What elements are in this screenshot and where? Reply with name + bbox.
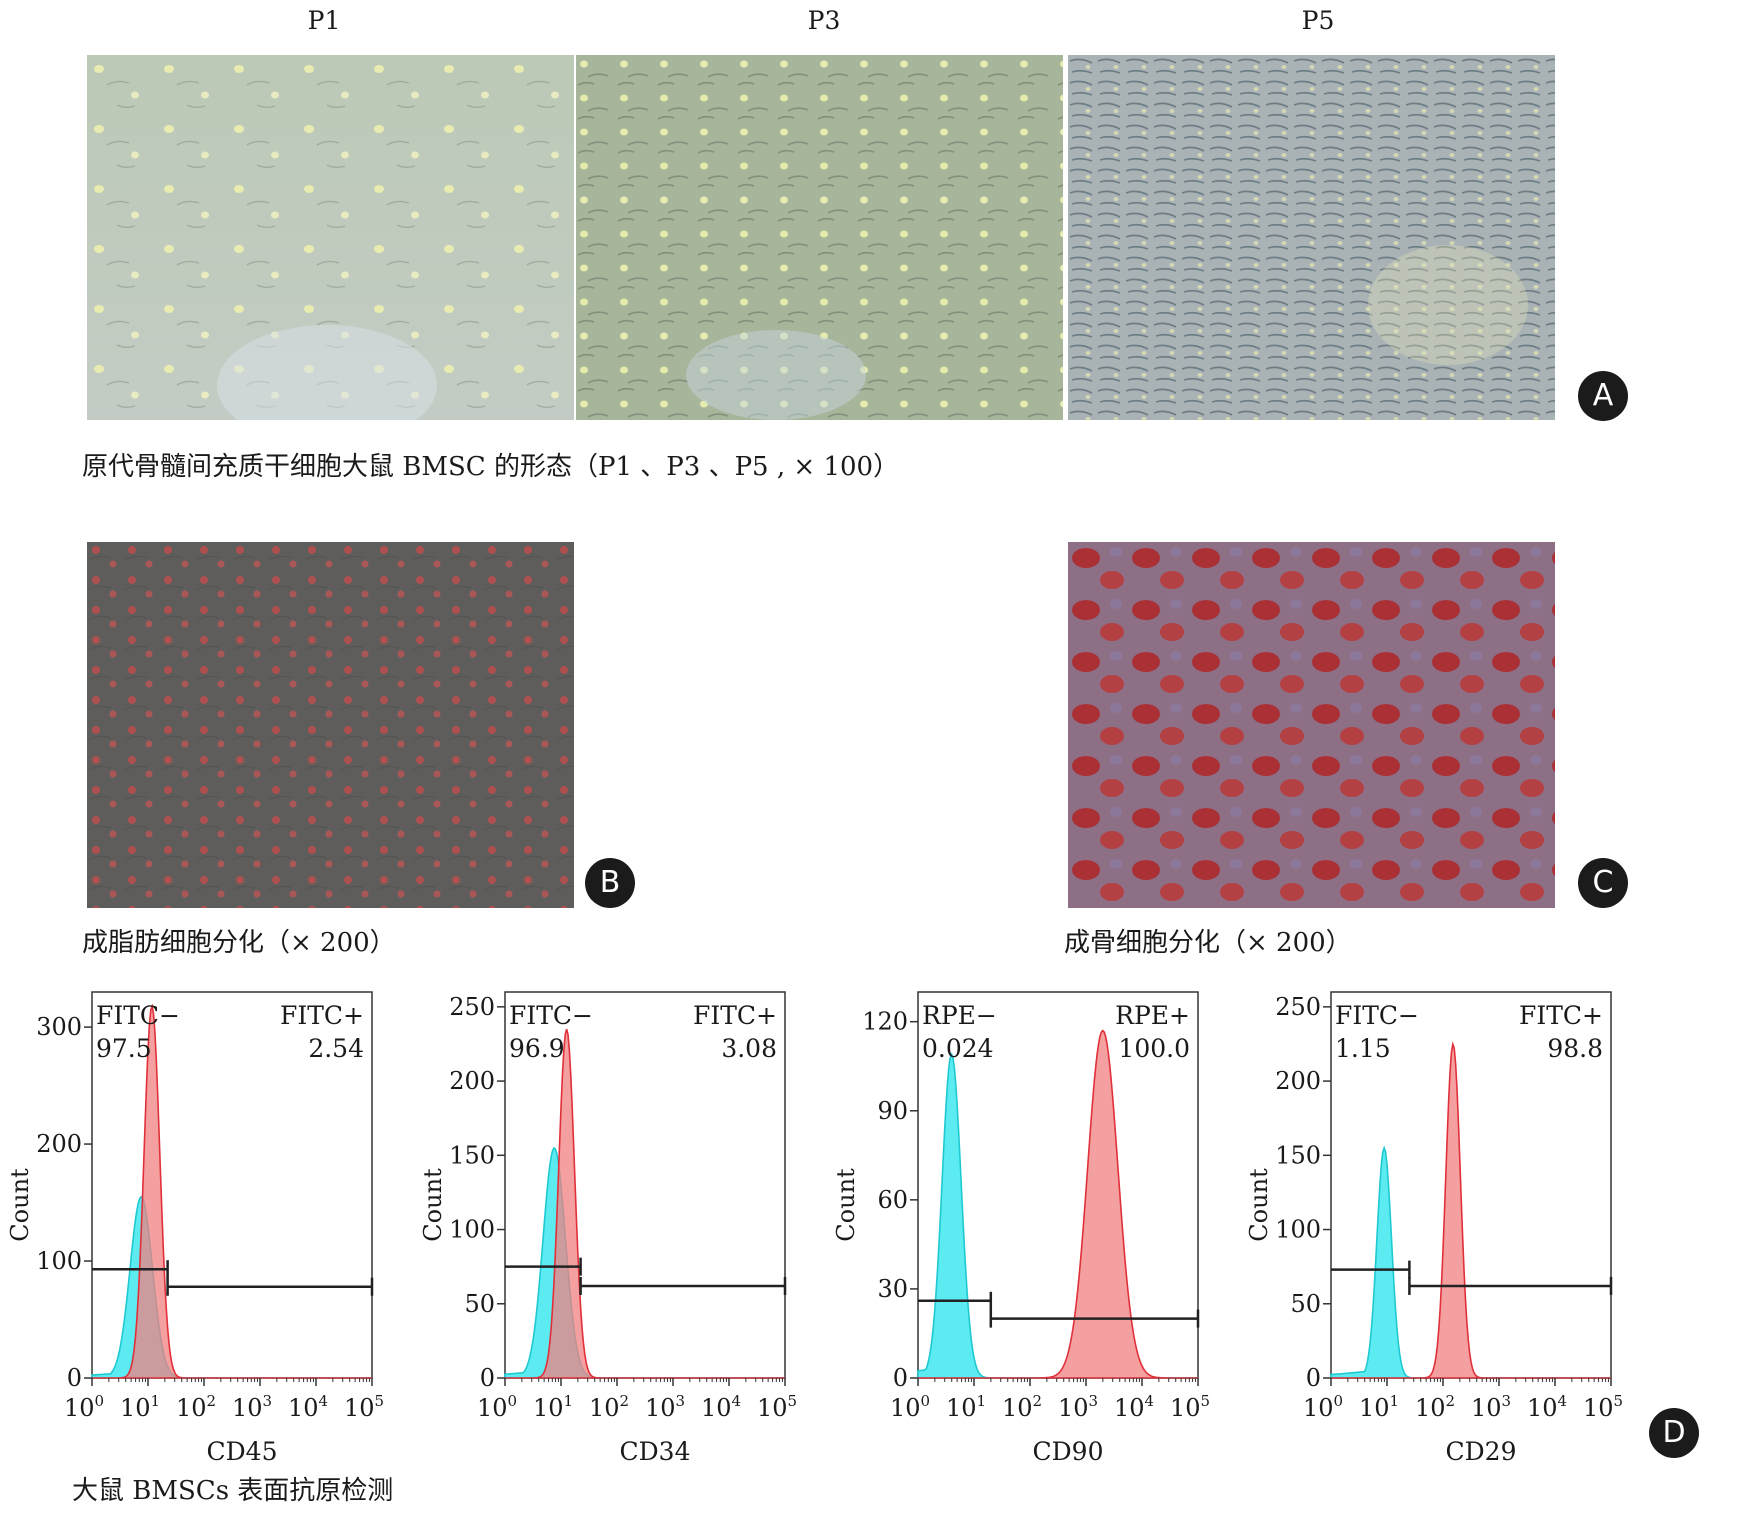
y-tick-label: 50 xyxy=(1290,1290,1321,1318)
y-tick-label: 120 xyxy=(862,1008,908,1036)
micrograph-p5 xyxy=(1068,55,1555,420)
y-tick-label: 250 xyxy=(449,993,495,1021)
y-tick-label: 150 xyxy=(449,1141,495,1169)
x-tick-label: 103 xyxy=(232,1392,272,1422)
gate-negative-label: FITC− xyxy=(1335,1001,1419,1030)
histogram-control xyxy=(917,1052,1198,1379)
gate-positive-label: FITC+ xyxy=(1519,1001,1603,1030)
y-tick-label: 300 xyxy=(36,1013,82,1041)
x-tick-label: 101 xyxy=(533,1392,573,1422)
x-tick-label: 104 xyxy=(1527,1392,1567,1422)
x-tick-label: 100 xyxy=(1303,1392,1343,1422)
x-tick-label: 100 xyxy=(890,1392,930,1422)
y-tick-label: 100 xyxy=(1275,1216,1321,1244)
y-tick-label: 250 xyxy=(1275,993,1321,1021)
micrograph-osteogenic xyxy=(1068,542,1555,908)
x-tick-label: 101 xyxy=(1359,1392,1399,1422)
gate-negative-label: FITC− xyxy=(96,1001,180,1030)
x-axis-label: CD45 xyxy=(207,1437,278,1466)
x-tick-label: 104 xyxy=(288,1392,328,1422)
gate-positive-value: 2.54 xyxy=(308,1034,364,1063)
y-tick-label: 0 xyxy=(1306,1364,1321,1392)
x-tick-label: 105 xyxy=(1170,1392,1210,1422)
x-axis-label: CD90 xyxy=(1033,1437,1104,1466)
x-tick-label: 105 xyxy=(757,1392,797,1422)
panel-badge-c: C xyxy=(1578,858,1628,908)
y-axis-label: Count xyxy=(6,1168,34,1242)
y-tick-label: 100 xyxy=(36,1247,82,1275)
panel-c-caption: 成骨细胞分化（× 200） xyxy=(1064,928,1352,958)
gate-positive-label: RPE+ xyxy=(1115,1001,1190,1030)
x-tick-label: 102 xyxy=(1415,1392,1455,1422)
panel-badge-a: A xyxy=(1578,371,1628,421)
x-tick-label: 104 xyxy=(701,1392,741,1422)
histogram-control xyxy=(504,1146,785,1379)
x-tick-label: 100 xyxy=(477,1392,517,1422)
x-axis-label: CD29 xyxy=(1446,1437,1517,1466)
x-tick-label: 105 xyxy=(1583,1392,1623,1422)
x-tick-label: 105 xyxy=(344,1392,384,1422)
x-tick-label: 100 xyxy=(64,1392,104,1422)
gate-negative-value: 96.9 xyxy=(509,1034,565,1063)
histogram-control xyxy=(1330,1145,1611,1379)
gate-positive-label: FITC+ xyxy=(280,1001,364,1030)
panel-b-caption: 成脂肪细胞分化（× 200） xyxy=(82,928,396,958)
x-tick-label: 104 xyxy=(1114,1392,1154,1422)
gate-positive-label: FITC+ xyxy=(693,1001,777,1030)
x-tick-label: 101 xyxy=(946,1392,986,1422)
column-label-p5: P5 xyxy=(1301,6,1335,35)
gate-negative-value: 0.024 xyxy=(922,1034,994,1063)
gate-negative-value: 97.5 xyxy=(96,1034,152,1063)
flow-histogram-cd45: FITC− 97.5 FITC+ 2.54 0 100 200 300 Count 100 101 1… xyxy=(0,980,390,1466)
panel-a-caption: 原代骨髓间充质干细胞大鼠 BMSC 的形态（P1 、P3 、P5 , × 100… xyxy=(82,452,900,482)
y-tick-label: 90 xyxy=(877,1097,908,1125)
y-tick-label: 0 xyxy=(893,1364,908,1392)
gate-positive-value: 3.08 xyxy=(721,1034,777,1063)
panel-d-caption: 大鼠 BMSCs 表面抗原检测 xyxy=(72,1476,394,1506)
y-tick-label: 0 xyxy=(480,1364,495,1392)
flow-histogram-cd29: FITC− 1.15 FITC+ 98.8 0 50 100 150 200 250 Count 10… xyxy=(1239,980,1629,1466)
x-tick-label: 102 xyxy=(176,1392,216,1422)
y-tick-label: 100 xyxy=(449,1216,495,1244)
y-axis-label: Count xyxy=(832,1168,860,1242)
gate-negative-value: 1.15 xyxy=(1335,1034,1391,1063)
y-tick-label: 200 xyxy=(1275,1067,1321,1095)
histogram-marker xyxy=(92,1003,372,1379)
column-label-p3: P3 xyxy=(807,6,841,35)
y-tick-label: 150 xyxy=(1275,1141,1321,1169)
x-tick-label: 103 xyxy=(1058,1392,1098,1422)
micrograph-adipogenic xyxy=(87,542,574,908)
y-tick-label: 200 xyxy=(36,1130,82,1158)
y-axis-label: Count xyxy=(1245,1168,1273,1242)
flow-histogram-cd90: RPE− 0.024 RPE+ 100.0 0 30 60 90 120 Count 100 101 1… xyxy=(826,980,1216,1466)
y-tick-label: 30 xyxy=(877,1275,908,1303)
micrograph-p3 xyxy=(576,55,1063,420)
x-axis-label: CD34 xyxy=(620,1437,691,1466)
y-axis-label: Count xyxy=(419,1168,447,1242)
histogram-marker xyxy=(505,1028,785,1379)
y-tick-label: 200 xyxy=(449,1067,495,1095)
panel-badge-b: B xyxy=(585,858,635,908)
x-tick-label: 102 xyxy=(1002,1392,1042,1422)
y-tick-label: 0 xyxy=(67,1364,82,1392)
y-tick-label: 60 xyxy=(877,1186,908,1214)
gate-positive-value: 100.0 xyxy=(1118,1034,1190,1063)
x-tick-label: 103 xyxy=(645,1392,685,1422)
x-tick-label: 103 xyxy=(1471,1392,1511,1422)
gate-negative-label: FITC− xyxy=(509,1001,593,1030)
gate-negative-label: RPE− xyxy=(922,1001,997,1030)
gate-positive-value: 98.8 xyxy=(1547,1034,1603,1063)
y-tick-label: 50 xyxy=(464,1290,495,1318)
panel-badge-d: D xyxy=(1649,1408,1699,1458)
micrograph-p1 xyxy=(87,55,574,420)
x-tick-label: 101 xyxy=(120,1392,160,1422)
column-label-p1: P1 xyxy=(307,6,341,35)
x-tick-label: 102 xyxy=(589,1392,629,1422)
flow-histogram-cd34: FITC− 96.9 FITC+ 3.08 0 50 100 150 200 250 Count 10… xyxy=(413,980,803,1466)
